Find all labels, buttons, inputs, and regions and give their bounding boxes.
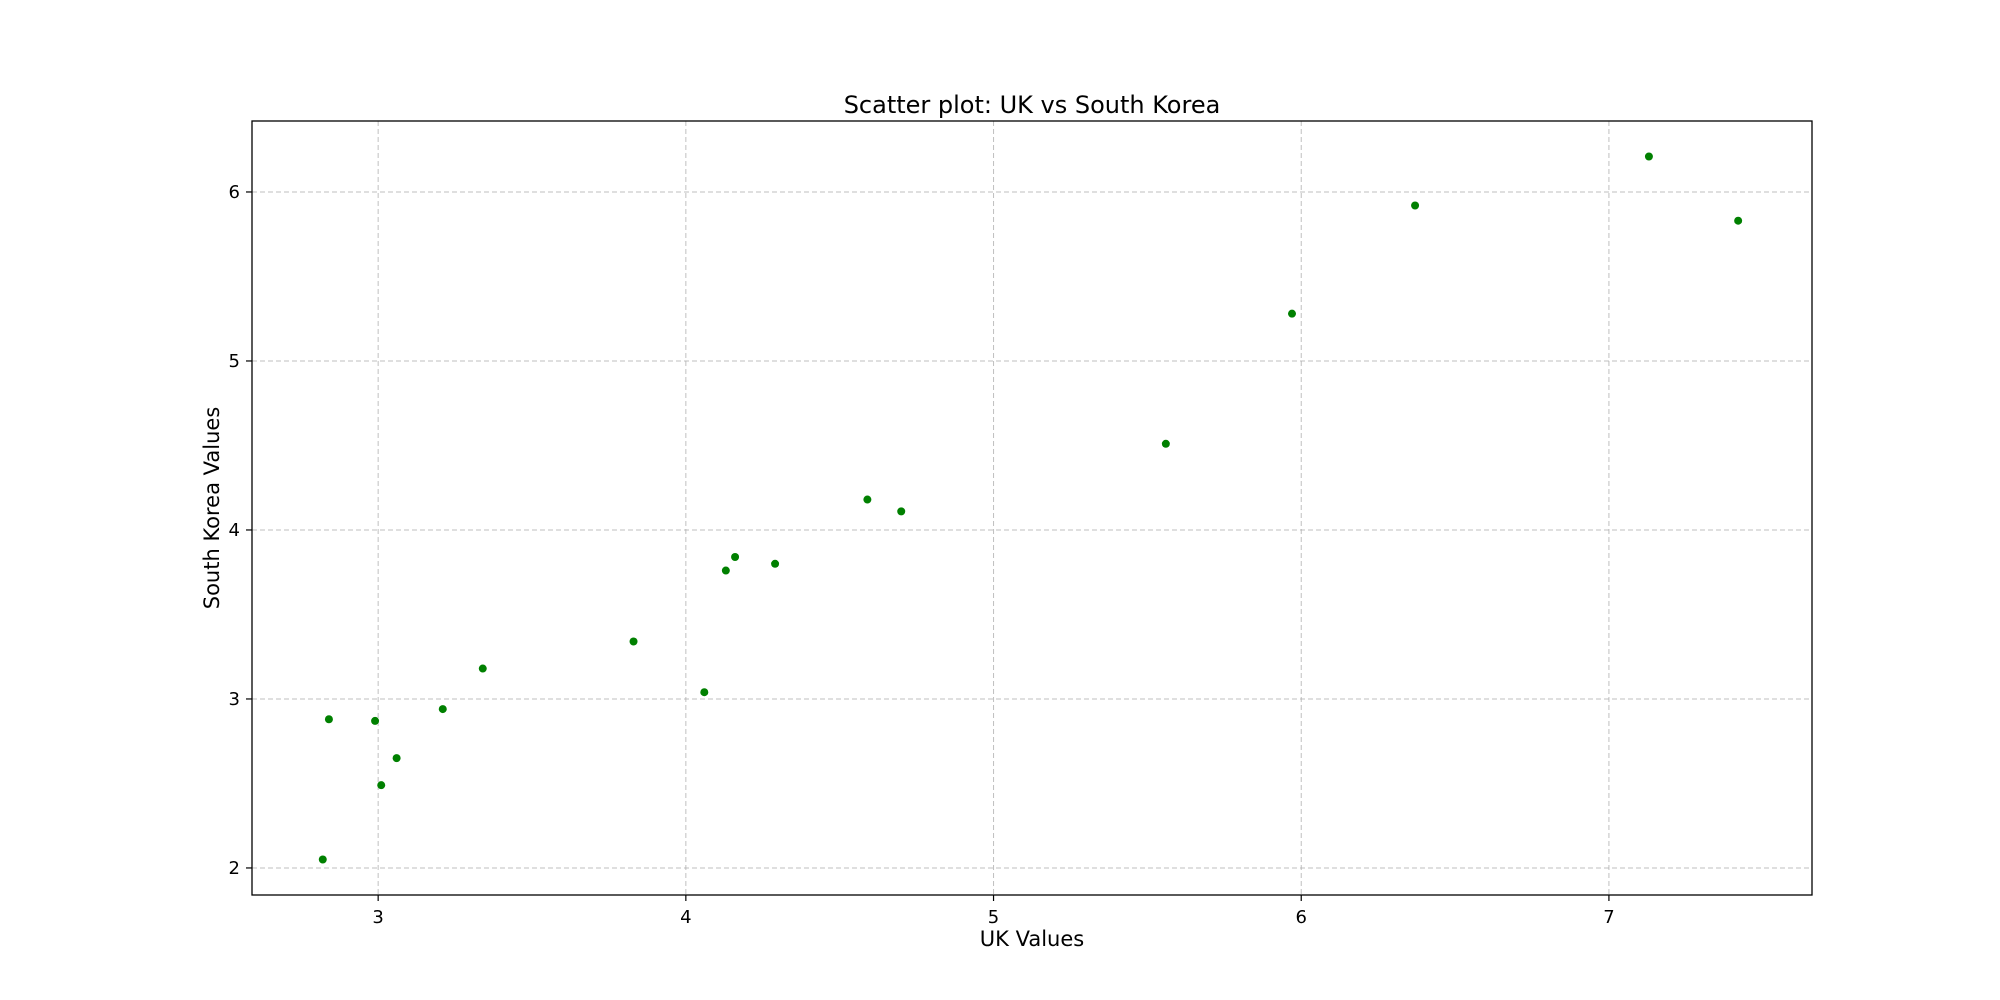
data-point — [721, 566, 730, 575]
x-tick-label: 6 — [1296, 907, 1307, 928]
data-point — [771, 559, 780, 568]
data-point — [1644, 152, 1653, 161]
data-point — [318, 855, 327, 864]
data-point — [438, 705, 447, 714]
data-points — [318, 152, 1743, 864]
y-tick-label: 6 — [229, 182, 240, 203]
x-axis-label: UK Values — [980, 927, 1084, 951]
y-tick-label: 5 — [229, 351, 240, 372]
y-axis-label: South Korea Values — [200, 407, 224, 610]
x-tick-label: 3 — [372, 907, 383, 928]
data-point — [1411, 201, 1420, 210]
data-point — [863, 495, 872, 504]
data-point — [392, 754, 401, 763]
data-point — [700, 688, 709, 697]
y-axis-ticks: 2 3 4 5 6 — [229, 182, 252, 879]
y-tick-label: 4 — [229, 520, 240, 541]
data-point — [629, 637, 638, 646]
data-point — [377, 781, 386, 790]
data-point — [478, 664, 487, 673]
data-point — [1734, 216, 1743, 225]
x-tick-label: 5 — [988, 907, 999, 928]
y-tick-label: 2 — [229, 858, 240, 879]
data-point — [1288, 309, 1296, 318]
data-point — [1161, 439, 1170, 448]
x-tick-label: 7 — [1603, 907, 1614, 928]
chart-title: Scatter plot: UK vs South Korea — [844, 91, 1221, 119]
x-axis-ticks: 3 4 5 6 7 — [372, 895, 1615, 928]
x-tick-label: 4 — [680, 907, 691, 928]
plot-area-frame — [251, 120, 1813, 896]
data-point — [731, 553, 740, 562]
data-point — [897, 507, 906, 516]
data-point — [324, 715, 333, 724]
grid-lines — [252, 121, 1812, 895]
y-tick-label: 3 — [229, 689, 240, 710]
data-point — [371, 716, 380, 725]
